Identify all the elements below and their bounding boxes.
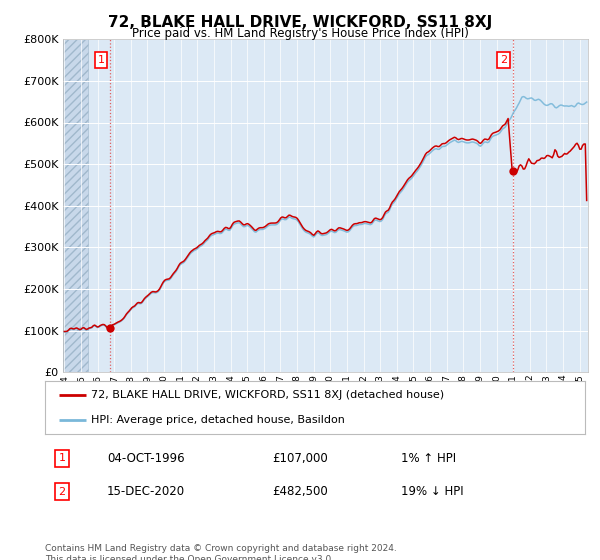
Text: Price paid vs. HM Land Registry's House Price Index (HPI): Price paid vs. HM Land Registry's House …	[131, 27, 469, 40]
Text: Contains HM Land Registry data © Crown copyright and database right 2024.
This d: Contains HM Land Registry data © Crown c…	[45, 544, 397, 560]
Text: 15-DEC-2020: 15-DEC-2020	[107, 485, 185, 498]
Text: £107,000: £107,000	[272, 452, 328, 465]
Text: 72, BLAKE HALL DRIVE, WICKFORD, SS11 8XJ: 72, BLAKE HALL DRIVE, WICKFORD, SS11 8XJ	[108, 15, 492, 30]
Text: 19% ↓ HPI: 19% ↓ HPI	[401, 485, 464, 498]
Bar	[63, 39, 88, 372]
Text: £482,500: £482,500	[272, 485, 328, 498]
Text: 1: 1	[59, 454, 65, 464]
Text: 2: 2	[59, 487, 65, 497]
Text: 72, BLAKE HALL DRIVE, WICKFORD, SS11 8XJ (detached house): 72, BLAKE HALL DRIVE, WICKFORD, SS11 8XJ…	[91, 390, 444, 400]
Text: 2: 2	[500, 55, 507, 65]
Text: 1% ↑ HPI: 1% ↑ HPI	[401, 452, 457, 465]
Text: HPI: Average price, detached house, Basildon: HPI: Average price, detached house, Basi…	[91, 414, 345, 424]
Text: 04-OCT-1996: 04-OCT-1996	[107, 452, 185, 465]
Text: 1: 1	[97, 55, 104, 65]
